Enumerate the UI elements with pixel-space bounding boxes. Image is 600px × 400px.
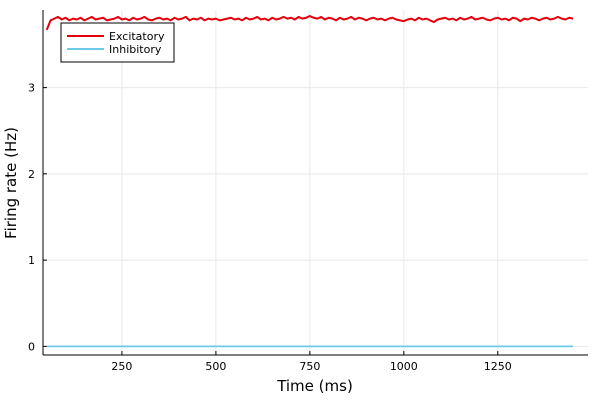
legend-box (60, 22, 175, 63)
axes (42, 10, 588, 356)
y-tick-label: 2 (28, 168, 35, 181)
series-line-excitatory (45, 15, 574, 31)
x-tick-label: 1000 (390, 360, 418, 373)
x-tick-label: 750 (299, 360, 320, 373)
y-tick-label: 0 (28, 340, 35, 353)
legend-label-inhibitory: Inhibitory (109, 43, 162, 56)
y-tick-label: 3 (28, 82, 35, 95)
x-ticks: 250 500 750 1000 1250 (111, 351, 512, 373)
series-layer (45, 15, 574, 348)
x-tick-label: 500 (205, 360, 226, 373)
legend: Excitatory Inhibitory (60, 22, 175, 63)
y-axis-title: Firing rate (Hz) (2, 127, 20, 239)
y-ticks: 0 1 2 3 (28, 82, 47, 353)
y-tick-label: 1 (28, 254, 35, 267)
x-axis-title: Time (ms) (276, 377, 353, 395)
x-tick-label: 1250 (484, 360, 512, 373)
x-tick-label: 250 (111, 360, 132, 373)
legend-label-excitatory: Excitatory (109, 30, 165, 43)
